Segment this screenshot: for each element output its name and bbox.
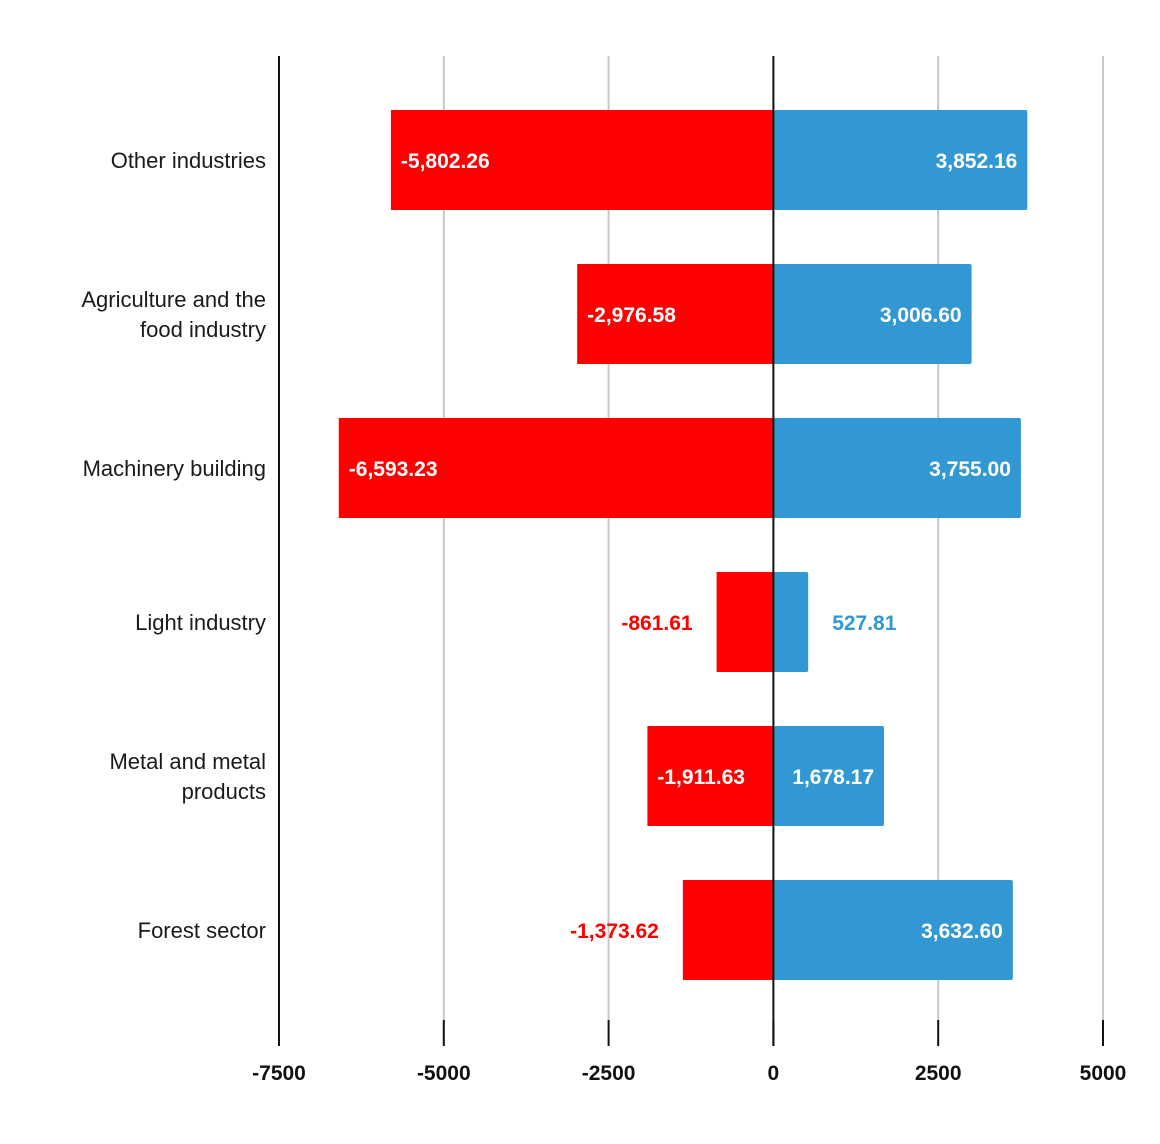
data-label-negative: -1,911.63 xyxy=(657,766,745,789)
data-label-positive: 3,006.60 xyxy=(880,304,962,327)
data-label-positive: 527.81 xyxy=(832,612,897,635)
bars xyxy=(338,110,1028,980)
data-label-positive: 3,632.60 xyxy=(921,920,1003,943)
bar-negative xyxy=(682,880,774,980)
labels: -7500 -5000 -2500 0 2500 5000 -5,802.26 3,852.1… xyxy=(81,148,1126,1085)
category-label: Other industries xyxy=(111,148,266,173)
x-tick-label: -5000 xyxy=(417,1062,471,1085)
bar-negative xyxy=(338,418,774,518)
category-label: Light industry xyxy=(135,610,266,635)
bar-negative xyxy=(647,726,774,826)
category-label-line: Agriculture and the xyxy=(81,287,266,312)
data-label-positive: 1,678.17 xyxy=(792,766,874,789)
data-label-negative: -1,373.62 xyxy=(570,920,659,943)
x-tick-label: -7500 xyxy=(252,1062,306,1085)
bar-positive xyxy=(773,880,1013,980)
bar-negative xyxy=(390,110,774,210)
category-label-line: Metal and metal xyxy=(109,749,266,774)
axes xyxy=(278,56,1104,1046)
gridlines xyxy=(442,56,1104,1020)
x-tick-label: -2500 xyxy=(582,1062,636,1085)
bar-positive xyxy=(773,726,885,826)
bar-positive xyxy=(773,264,972,364)
category-label: Metal and metal products xyxy=(109,749,266,804)
data-label-negative: -6,593.23 xyxy=(349,458,438,481)
bar-negative xyxy=(577,264,774,364)
data-label-negative: -861.61 xyxy=(621,612,693,635)
category-label-line: products xyxy=(182,779,266,804)
x-tick-label: 2500 xyxy=(915,1062,962,1085)
category-label: Machinery building xyxy=(83,456,266,481)
category-label-line: Light industry xyxy=(135,610,266,635)
data-label-negative: -2,976.58 xyxy=(587,304,676,327)
bar-negative xyxy=(716,572,774,672)
data-label-positive: 3,852.16 xyxy=(936,150,1018,173)
bar-positive xyxy=(773,110,1028,210)
data-label-negative: -5,802.26 xyxy=(401,150,490,173)
category-label-line: Machinery building xyxy=(83,456,266,481)
category-label: Forest sector xyxy=(138,918,266,943)
category-label-line: Other industries xyxy=(111,148,266,173)
data-label-positive: 3,755.00 xyxy=(929,458,1011,481)
category-label-line: food industry xyxy=(140,317,266,342)
x-tick-label: 5000 xyxy=(1080,1062,1127,1085)
bar-positive xyxy=(773,572,809,672)
category-label-line: Forest sector xyxy=(138,918,266,943)
bar-positive xyxy=(773,418,1021,518)
category-label: Agriculture and the food industry xyxy=(81,287,266,342)
x-tick-label: 0 xyxy=(768,1062,780,1085)
